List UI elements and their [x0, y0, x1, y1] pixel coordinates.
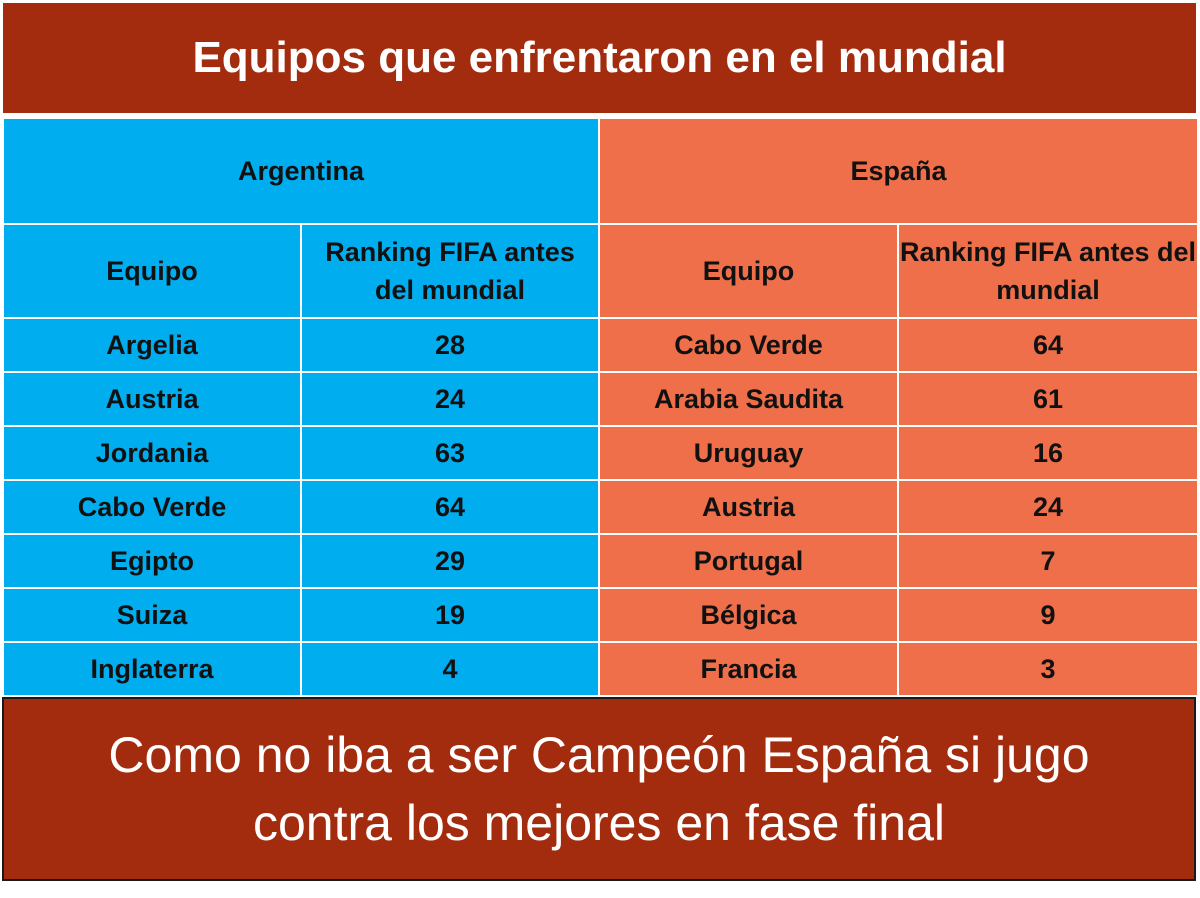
argentina-ranking-cell: 4	[299, 641, 601, 697]
argentina-equipo-cell: Suiza	[2, 587, 302, 643]
argentina-equipo-cell: Argelia	[2, 317, 302, 373]
argentina-ranking-cell: 29	[299, 533, 601, 589]
espana-ranking-cell: 9	[897, 587, 1200, 643]
argentina-equipo-cell: Cabo Verde	[2, 479, 302, 535]
page-title: Equipos que enfrentaron en el mundial	[3, 3, 1196, 113]
argentina-ranking-cell: 28	[299, 317, 601, 373]
argentina-equipo-cell: Jordania	[2, 425, 302, 481]
argentina-equipo-cell: Austria	[2, 371, 302, 427]
espana-equipo-cell: Bélgica	[598, 587, 900, 643]
table-row: Jordania 63 Uruguay 16	[2, 425, 1200, 481]
table-row: Egipto 29 Portugal 7	[2, 533, 1200, 589]
espana-ranking-cell: 3	[897, 641, 1200, 697]
espana-equipo-cell: Uruguay	[598, 425, 900, 481]
footer-caption: Como no iba a ser Campeón España si jugo…	[2, 697, 1196, 881]
espana-ranking-cell: 64	[897, 317, 1200, 373]
espana-equipo-cell: Portugal	[598, 533, 900, 589]
argentina-ranking-cell: 24	[299, 371, 601, 427]
espana-ranking-cell: 7	[897, 533, 1200, 589]
table-row: Inglaterra 4 Francia 3	[2, 641, 1200, 697]
argentina-header: Argentina	[1, 117, 601, 225]
espana-ranking-cell: 61	[897, 371, 1200, 427]
argentina-equipo-cell: Egipto	[2, 533, 302, 589]
espana-equipo-cell: Arabia Saudita	[598, 371, 900, 427]
teams-table: Argentina España Equipo Ranking FIFA ant…	[1, 117, 1200, 697]
espana-equipo-cell: Francia	[598, 641, 900, 697]
espana-col-equipo: Equipo	[598, 223, 900, 319]
espana-col-ranking: Ranking FIFA antes del mundial	[897, 223, 1200, 319]
espana-ranking-cell: 24	[897, 479, 1200, 535]
argentina-col-equipo: Equipo	[2, 223, 302, 319]
argentina-ranking-cell: 19	[299, 587, 601, 643]
espana-ranking-cell: 16	[897, 425, 1200, 481]
table-row: Suiza 19 Bélgica 9	[2, 587, 1200, 643]
table-row: Austria 24 Arabia Saudita 61	[2, 371, 1200, 427]
argentina-ranking-cell: 63	[299, 425, 601, 481]
argentina-equipo-cell: Inglaterra	[2, 641, 302, 697]
argentina-col-ranking: Ranking FIFA antes del mundial	[299, 223, 601, 319]
espana-header: España	[598, 117, 1200, 225]
argentina-ranking-cell: 64	[299, 479, 601, 535]
table-row: Argelia 28 Cabo Verde 64	[2, 317, 1200, 373]
table-row: Cabo Verde 64 Austria 24	[2, 479, 1200, 535]
espana-equipo-cell: Cabo Verde	[598, 317, 900, 373]
espana-equipo-cell: Austria	[598, 479, 900, 535]
